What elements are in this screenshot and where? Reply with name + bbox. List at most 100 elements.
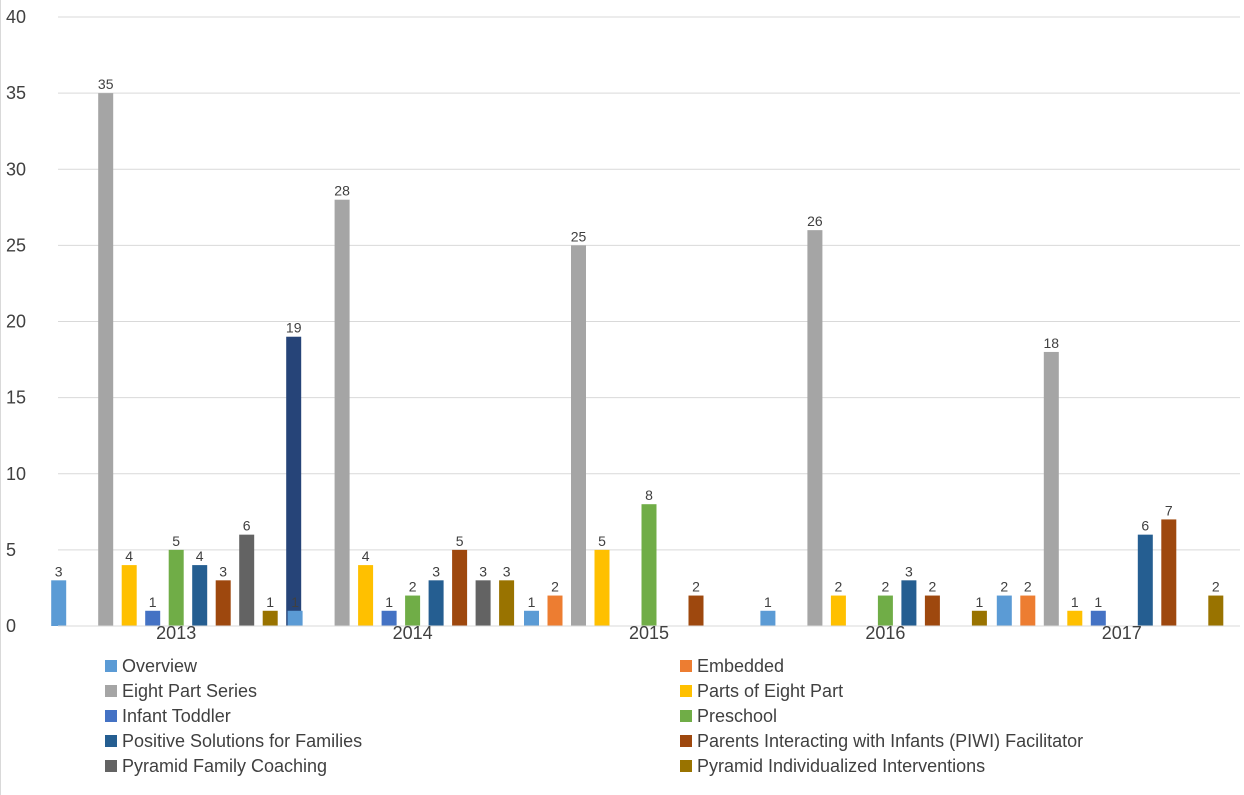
bar	[215, 580, 231, 626]
legend-label: Pyramid Family Coaching	[122, 756, 327, 776]
legend-label: Eight Part Series	[122, 681, 257, 701]
data-label: 5	[598, 533, 606, 549]
bar	[1020, 595, 1036, 626]
legend-swatch	[105, 660, 117, 672]
data-label: 28	[334, 183, 350, 199]
x-category-label: 2013	[156, 623, 196, 643]
data-label: 2	[1000, 579, 1008, 595]
bar	[760, 610, 776, 626]
bar	[1208, 595, 1224, 626]
bar	[358, 565, 374, 626]
y-tick-label: 20	[6, 312, 26, 332]
legend-label: Infant Toddler	[122, 706, 231, 726]
y-tick-label: 25	[6, 235, 26, 255]
y-tick-label: 0	[6, 616, 16, 636]
data-label: 3	[479, 563, 487, 579]
bar	[901, 580, 917, 626]
legend-swatch	[680, 660, 692, 672]
bar	[286, 336, 302, 626]
legend-swatch	[680, 685, 692, 697]
legend-swatch	[105, 710, 117, 722]
legend-label: Overview	[122, 656, 198, 676]
data-label: 3	[432, 563, 440, 579]
data-label: 2	[1024, 579, 1032, 595]
y-tick-label: 30	[6, 159, 26, 179]
legend-label: Pyramid Individualized Interventions	[697, 756, 985, 776]
bar	[524, 610, 539, 626]
bar	[971, 610, 987, 626]
legend-swatch	[680, 710, 692, 722]
x-category-label: 2014	[393, 623, 433, 643]
bar	[641, 504, 657, 626]
legend-swatch	[105, 735, 117, 747]
bar	[807, 230, 823, 626]
gridlines	[58, 16, 1240, 551]
data-label: 6	[243, 518, 251, 534]
x-axis-categories: 2013 2014 2015 2016 2017	[156, 623, 1142, 643]
bar	[287, 610, 303, 626]
data-label: 1	[528, 594, 536, 610]
data-label: 1	[976, 594, 984, 610]
data-label: 3	[55, 563, 63, 579]
bar	[145, 610, 161, 626]
data-label: 1	[1094, 594, 1102, 610]
data-label: 1	[385, 594, 393, 610]
bar	[1137, 534, 1153, 626]
data-label: 2	[835, 579, 843, 595]
bar	[428, 580, 444, 626]
bar	[571, 245, 586, 626]
legend-label: Embedded	[697, 656, 784, 676]
bar	[475, 580, 491, 626]
data-label: 26	[807, 213, 823, 229]
bar	[121, 565, 137, 626]
legend-swatch	[105, 685, 117, 697]
data-label: 4	[125, 548, 133, 564]
data-label: 2	[882, 579, 890, 595]
bar	[381, 610, 397, 626]
bar	[830, 595, 846, 626]
data-label: 3	[503, 563, 511, 579]
x-category-label: 2017	[1102, 623, 1142, 643]
y-tick-label: 5	[6, 540, 16, 560]
bar	[405, 595, 421, 626]
data-label: 2	[929, 579, 937, 595]
legend: Overview Embedded Eight Part Series Parts o…	[105, 656, 1083, 776]
bar	[168, 549, 184, 626]
data-label: 19	[286, 320, 302, 336]
x-category-label: 2016	[865, 623, 905, 643]
data-label: 5	[456, 533, 464, 549]
y-tick-label: 15	[6, 388, 26, 408]
bar	[334, 199, 350, 626]
data-label: 5	[172, 533, 180, 549]
legend-label: Parents Interacting with Infants (PIWI) …	[697, 731, 1083, 751]
bar	[262, 610, 278, 626]
data-label: 35	[98, 76, 114, 92]
y-axis-ticks: 0 5 10 15 20 25 30 35 40	[6, 7, 26, 636]
bar	[51, 580, 67, 626]
bar	[1043, 351, 1059, 626]
bar	[452, 549, 468, 626]
data-label: 2	[409, 579, 417, 595]
bar	[1161, 519, 1177, 626]
bar	[239, 534, 255, 626]
legend-label: Parts of Eight Part	[697, 681, 843, 701]
y-tick-label: 35	[6, 83, 26, 103]
data-label: 2	[1212, 579, 1220, 595]
bar	[1067, 610, 1083, 626]
legend-swatch	[680, 735, 692, 747]
data-label: 4	[362, 548, 370, 564]
x-category-label: 2015	[629, 623, 669, 643]
legend-swatch	[680, 760, 692, 772]
bar	[594, 549, 610, 626]
data-label: 18	[1044, 335, 1060, 351]
legend-label: Positive Solutions for Families	[122, 731, 362, 751]
data-label: 4	[196, 548, 204, 564]
data-label: 3	[905, 563, 913, 579]
data-label: 1	[1071, 594, 1079, 610]
bar	[547, 595, 563, 626]
data-label: 3	[219, 563, 227, 579]
bar	[192, 565, 208, 626]
legend-swatch	[105, 760, 117, 772]
